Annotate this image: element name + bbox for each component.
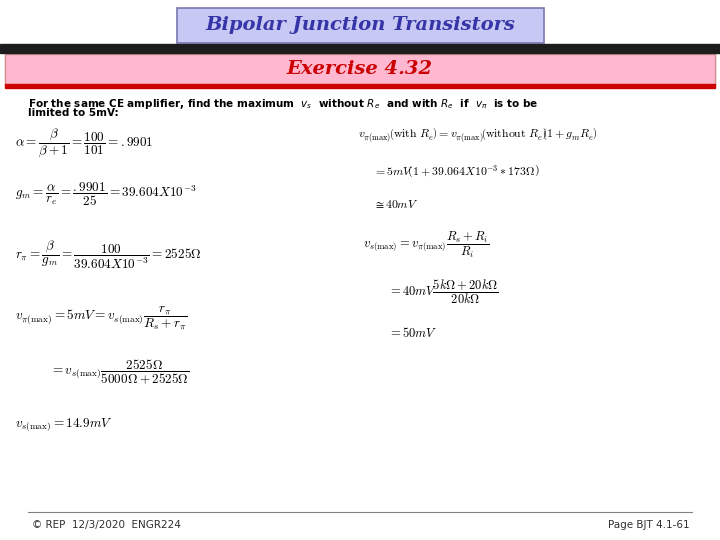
- Text: For the same CE amplifier, find the maximum  $v_s$  without $R_e$  and with $R_e: For the same CE amplifier, find the maxi…: [28, 97, 538, 111]
- FancyBboxPatch shape: [177, 8, 544, 43]
- Text: $v_{s(\max)} = v_{\pi(\max)}\dfrac{R_s + R_i}{R_i}$: $v_{s(\max)} = v_{\pi(\max)}\dfrac{R_s +…: [363, 230, 490, 260]
- Text: Page BJT 4.1-61: Page BJT 4.1-61: [608, 520, 690, 530]
- Text: © REP  12/3/2020  ENGR224: © REP 12/3/2020 ENGR224: [32, 520, 181, 530]
- Text: $\alpha = \dfrac{\beta}{\beta+1} = \dfrac{100}{101} = .9901$: $\alpha = \dfrac{\beta}{\beta+1} = \dfra…: [15, 127, 153, 159]
- Bar: [5, 54, 715, 85]
- Text: $= 40mV\dfrac{5k\Omega + 20k\Omega}{20k\Omega}$: $= 40mV\dfrac{5k\Omega + 20k\Omega}{20k\…: [388, 278, 499, 307]
- Text: $g_m = \dfrac{\alpha}{r_e} = \dfrac{.9901}{25} = 39.604X10^{-3}$: $g_m = \dfrac{\alpha}{r_e} = \dfrac{.990…: [15, 180, 197, 207]
- Text: limited to 5mV:: limited to 5mV:: [28, 108, 119, 118]
- Text: Bipolar Junction Transistors: Bipolar Junction Transistors: [205, 16, 515, 34]
- Text: Exercise 4.32: Exercise 4.32: [287, 60, 433, 78]
- Text: $= v_{s(\max)}\dfrac{2525\Omega}{5000\Omega + 2525\Omega}$: $= v_{s(\max)}\dfrac{2525\Omega}{5000\Om…: [50, 357, 189, 386]
- Bar: [5, 54, 715, 85]
- Text: $\cong 40mV$: $\cong 40mV$: [373, 199, 418, 212]
- Bar: [5, 84, 715, 88]
- Text: $r_\pi = \dfrac{\beta}{g_m} = \dfrac{100}{39.604X10^{-3}} = 2525\Omega$: $r_\pi = \dfrac{\beta}{g_m} = \dfrac{100…: [15, 239, 202, 271]
- Text: $= 5mV\!\left(1 + 39.064X10^{-3}*173\Omega\right)$: $= 5mV\!\left(1 + 39.064X10^{-3}*173\Ome…: [373, 164, 539, 180]
- Text: $v_{\pi(\max)}\!\left(\mathrm{with}\ R_e\right)= v_{\pi(\max)}\!\left(\mathrm{wi: $v_{\pi(\max)}\!\left(\mathrm{with}\ R_e…: [358, 126, 598, 144]
- Bar: [0, 44, 720, 53]
- Text: $v_{s(\max)} = 14.9mV$: $v_{s(\max)} = 14.9mV$: [15, 417, 113, 433]
- Text: $= 50mV$: $= 50mV$: [388, 326, 437, 340]
- Text: $v_{\pi(\max)} = 5mV = v_{s(\max)}\dfrac{r_\pi}{R_s + r_\pi}$: $v_{\pi(\max)} = 5mV = v_{s(\max)}\dfrac…: [15, 303, 187, 333]
